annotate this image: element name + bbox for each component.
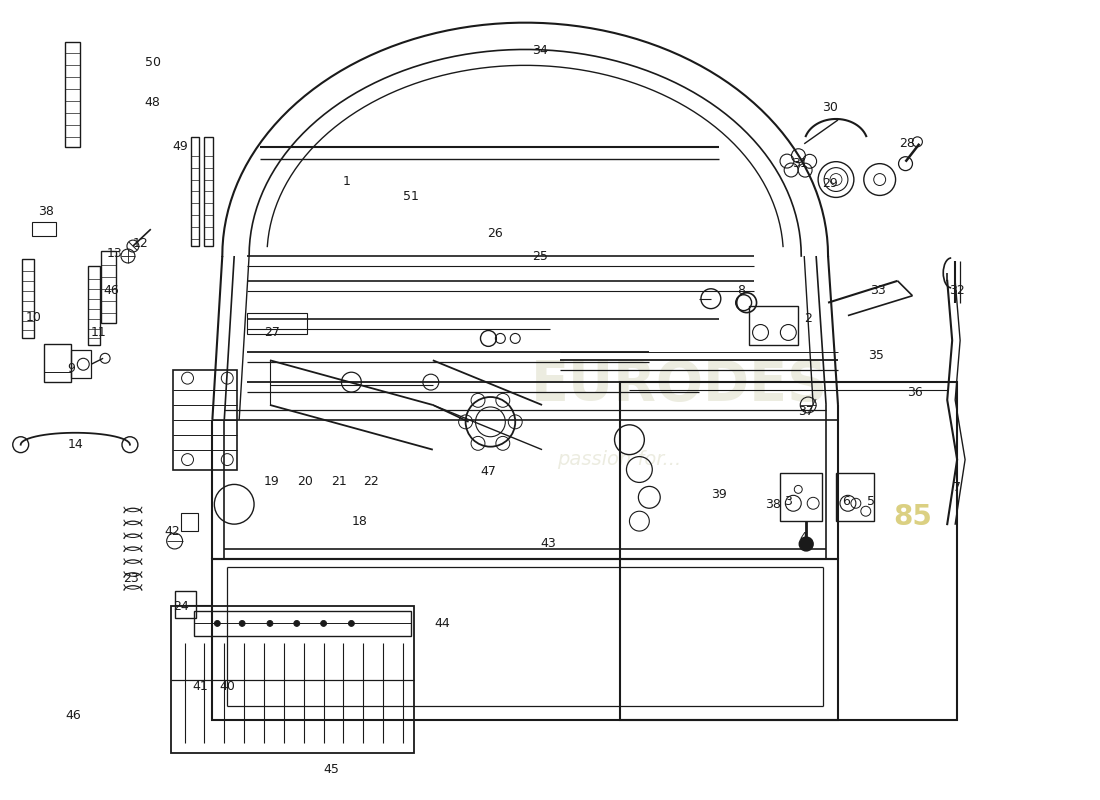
Text: EURODES: EURODES <box>530 358 827 412</box>
Bar <box>72 350 91 378</box>
Text: 43: 43 <box>540 538 556 550</box>
Text: 6: 6 <box>842 494 850 508</box>
Text: 19: 19 <box>264 475 279 488</box>
Text: 7: 7 <box>954 481 961 494</box>
Text: 34: 34 <box>532 44 548 57</box>
Text: 1: 1 <box>342 175 351 188</box>
Bar <box>190 137 199 246</box>
Text: 46: 46 <box>103 284 119 298</box>
Text: 31: 31 <box>792 157 808 170</box>
Bar <box>88 266 100 346</box>
Text: 26: 26 <box>487 226 504 240</box>
Circle shape <box>214 621 220 626</box>
Text: 4: 4 <box>800 530 807 543</box>
Text: 13: 13 <box>107 246 123 259</box>
Text: 18: 18 <box>351 514 367 528</box>
Text: 12: 12 <box>133 237 148 250</box>
Text: 23: 23 <box>123 572 139 586</box>
Text: 3: 3 <box>784 494 792 508</box>
Circle shape <box>267 621 273 626</box>
Text: 25: 25 <box>532 250 548 262</box>
Circle shape <box>800 537 813 551</box>
Bar <box>212 559 838 720</box>
Text: 45: 45 <box>323 763 340 776</box>
Circle shape <box>294 621 299 626</box>
Text: 46: 46 <box>66 710 81 722</box>
Bar <box>175 590 197 618</box>
Bar <box>248 313 307 334</box>
Text: 20: 20 <box>297 475 312 488</box>
Text: 50: 50 <box>145 56 161 69</box>
Text: 37: 37 <box>799 406 814 418</box>
Text: 47: 47 <box>481 465 496 478</box>
Text: 22: 22 <box>363 475 379 488</box>
Bar <box>180 514 198 531</box>
Text: 32: 32 <box>949 284 965 298</box>
Text: 85: 85 <box>893 503 932 531</box>
Text: 29: 29 <box>822 177 838 190</box>
Text: 42: 42 <box>165 525 180 538</box>
Text: 27: 27 <box>264 326 279 339</box>
Bar <box>32 222 56 236</box>
Text: 9: 9 <box>67 362 75 374</box>
Text: 44: 44 <box>434 617 451 630</box>
Text: 2: 2 <box>804 312 812 325</box>
Text: 10: 10 <box>25 311 42 324</box>
Text: 48: 48 <box>145 95 161 109</box>
Bar <box>22 259 34 338</box>
Bar <box>836 474 873 521</box>
Text: 39: 39 <box>711 488 727 501</box>
Bar <box>101 251 116 322</box>
Text: 33: 33 <box>870 284 886 298</box>
Text: 41: 41 <box>192 679 208 693</box>
Circle shape <box>320 621 327 626</box>
Text: 49: 49 <box>173 140 188 154</box>
Text: 30: 30 <box>822 101 838 114</box>
Bar <box>170 606 414 753</box>
Bar <box>780 474 822 521</box>
Text: 21: 21 <box>331 475 348 488</box>
Text: 28: 28 <box>900 138 915 150</box>
Circle shape <box>349 621 354 626</box>
Text: 36: 36 <box>908 386 923 398</box>
Text: 38: 38 <box>37 205 54 218</box>
Text: 38: 38 <box>766 498 781 510</box>
Bar <box>65 42 80 146</box>
Bar <box>195 610 411 636</box>
Text: 35: 35 <box>868 349 883 362</box>
Bar <box>619 382 957 720</box>
Bar <box>749 306 799 346</box>
Text: 14: 14 <box>67 438 84 451</box>
Text: 5: 5 <box>867 494 875 508</box>
Bar <box>205 137 213 246</box>
Text: 11: 11 <box>90 326 106 339</box>
Text: 51: 51 <box>403 190 419 203</box>
Text: passion for...: passion for... <box>558 450 682 469</box>
Text: 24: 24 <box>173 600 188 613</box>
Text: 8: 8 <box>737 284 745 298</box>
Bar <box>173 370 238 470</box>
Text: 40: 40 <box>219 679 235 693</box>
Circle shape <box>239 621 245 626</box>
Bar <box>44 344 72 382</box>
